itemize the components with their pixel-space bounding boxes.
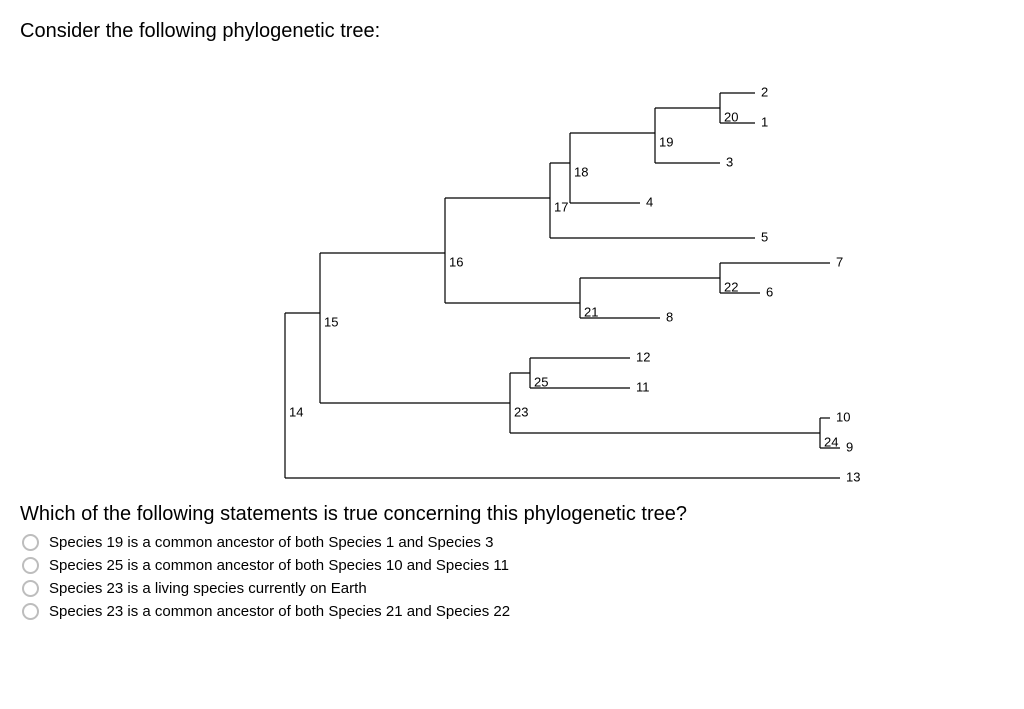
svg-text:21: 21 [584, 304, 598, 319]
svg-text:12: 12 [636, 349, 650, 364]
option-label: Species 23 is a common ancestor of both … [49, 603, 510, 620]
option-label: Species 25 is a common ancestor of both … [49, 557, 509, 574]
svg-text:3: 3 [726, 154, 733, 169]
radio-icon [22, 603, 39, 620]
radio-icon [22, 534, 39, 551]
svg-text:20: 20 [724, 109, 738, 124]
option-label: Species 23 is a living species currently… [49, 580, 367, 597]
svg-text:15: 15 [324, 314, 338, 329]
svg-text:22: 22 [724, 279, 738, 294]
svg-text:24: 24 [824, 434, 838, 449]
svg-text:13: 13 [846, 469, 860, 484]
svg-text:6: 6 [766, 284, 773, 299]
option-label: Species 19 is a common ancestor of both … [49, 534, 493, 551]
svg-text:14: 14 [289, 404, 303, 419]
svg-text:9: 9 [846, 439, 853, 454]
option-a[interactable]: Species 19 is a common ancestor of both … [22, 534, 1004, 551]
svg-text:4: 4 [646, 194, 653, 209]
option-c[interactable]: Species 23 is a living species currently… [22, 580, 1004, 597]
svg-text:18: 18 [574, 164, 588, 179]
phylogenetic-tree: 1415161718192021222324251234567891011121… [20, 53, 1004, 493]
svg-text:19: 19 [659, 134, 673, 149]
radio-icon [22, 557, 39, 574]
svg-text:23: 23 [514, 404, 528, 419]
radio-icon [22, 580, 39, 597]
svg-text:25: 25 [534, 374, 548, 389]
svg-text:5: 5 [761, 229, 768, 244]
page-title: Consider the following phylogenetic tree… [20, 20, 1004, 43]
question-text: Which of the following statements is tru… [20, 503, 1004, 526]
svg-text:17: 17 [554, 199, 568, 214]
option-d[interactable]: Species 23 is a common ancestor of both … [22, 603, 1004, 620]
svg-text:10: 10 [836, 409, 850, 424]
svg-text:8: 8 [666, 309, 673, 324]
option-b[interactable]: Species 25 is a common ancestor of both … [22, 557, 1004, 574]
svg-text:16: 16 [449, 254, 463, 269]
svg-text:2: 2 [761, 84, 768, 99]
svg-text:7: 7 [836, 254, 843, 269]
svg-text:11: 11 [636, 379, 650, 394]
svg-text:1: 1 [761, 114, 768, 129]
